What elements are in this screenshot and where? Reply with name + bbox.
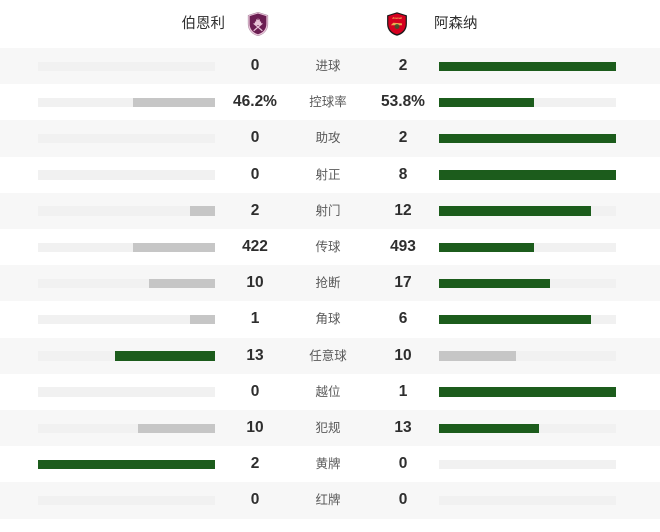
svg-text:Arsenal: Arsenal — [391, 16, 402, 20]
